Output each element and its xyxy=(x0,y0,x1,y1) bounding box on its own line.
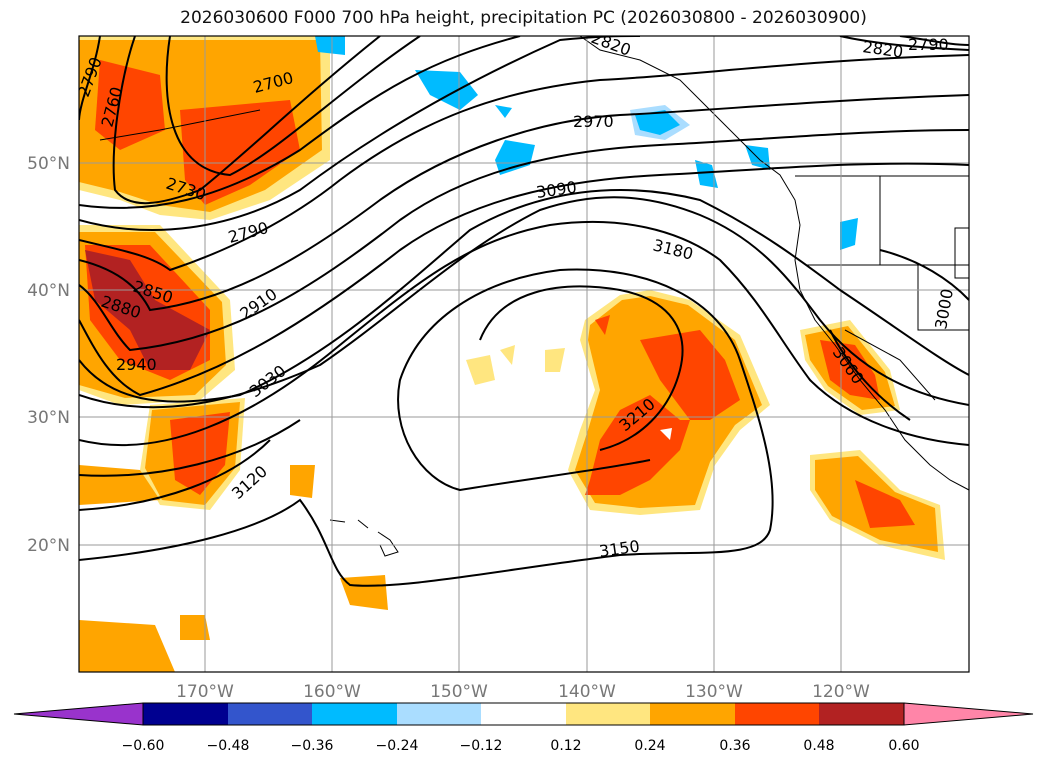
lon-label: 160°W xyxy=(303,682,361,702)
colorbar-tick-label: −0.24 xyxy=(376,738,419,754)
colorbar-extend-min xyxy=(13,702,144,726)
precip-positive-central xyxy=(466,290,770,515)
height-contours xyxy=(79,36,969,587)
colorbar-swatch xyxy=(566,703,650,725)
colorbar-tick-label: −0.12 xyxy=(460,738,503,754)
colorbar-swatch xyxy=(312,703,397,725)
lon-label: 130°W xyxy=(685,682,743,702)
colorbar-swatch xyxy=(819,703,904,725)
colorbar: −0.60 −0.48 −0.36 −0.24 −0.12 0.12 0.24 … xyxy=(13,702,1034,754)
lat-axis-labels: 50°N 40°N 30°N 20°N xyxy=(27,154,70,556)
colorbar-tick-label: 0.60 xyxy=(888,738,919,754)
colorbar-swatch xyxy=(735,703,819,725)
colorbar-swatch xyxy=(481,703,566,725)
colorbar-tick-label: 0.48 xyxy=(803,738,834,754)
lat-label: 40°N xyxy=(27,281,70,301)
lon-label: 120°W xyxy=(812,682,870,702)
colorbar-swatch xyxy=(228,703,312,725)
colorbar-tick-label: 0.12 xyxy=(550,738,581,754)
colorbar-tick-label: 0.36 xyxy=(719,738,750,754)
lon-label: 150°W xyxy=(430,682,488,702)
lat-label: 50°N xyxy=(27,154,70,174)
lon-label: 140°W xyxy=(558,682,616,702)
lat-label: 30°N xyxy=(27,408,70,428)
lat-label: 20°N xyxy=(27,536,70,556)
lon-label: 170°W xyxy=(176,682,234,702)
lon-axis-labels: 170°W 160°W 150°W 140°W 130°W 120°W xyxy=(176,682,870,702)
colorbar-tick-label: 0.24 xyxy=(634,738,665,754)
map-frame xyxy=(78,35,970,673)
colorbar-tick-label: −0.60 xyxy=(122,738,165,754)
contour-label: 2970 xyxy=(573,112,614,131)
colorbar-extend-max xyxy=(903,702,1034,726)
contour-label: 2790 xyxy=(908,35,949,54)
colorbar-tick-label: −0.36 xyxy=(291,738,334,754)
colorbar-swatch xyxy=(397,703,481,725)
colorbar-ticks: −0.60 −0.48 −0.36 −0.24 −0.12 0.12 0.24 … xyxy=(122,738,920,754)
colorbar-tick-label: −0.48 xyxy=(207,738,250,754)
contour-label: 2940 xyxy=(116,355,157,374)
map-plot-area: 2790 2760 2700 2730 2790 2850 2880 2910 … xyxy=(79,35,969,672)
map-title: 2026030600 F000 700 hPa height, precipit… xyxy=(180,8,867,28)
colorbar-swatch xyxy=(650,703,735,725)
colorbar-swatch xyxy=(143,703,228,725)
